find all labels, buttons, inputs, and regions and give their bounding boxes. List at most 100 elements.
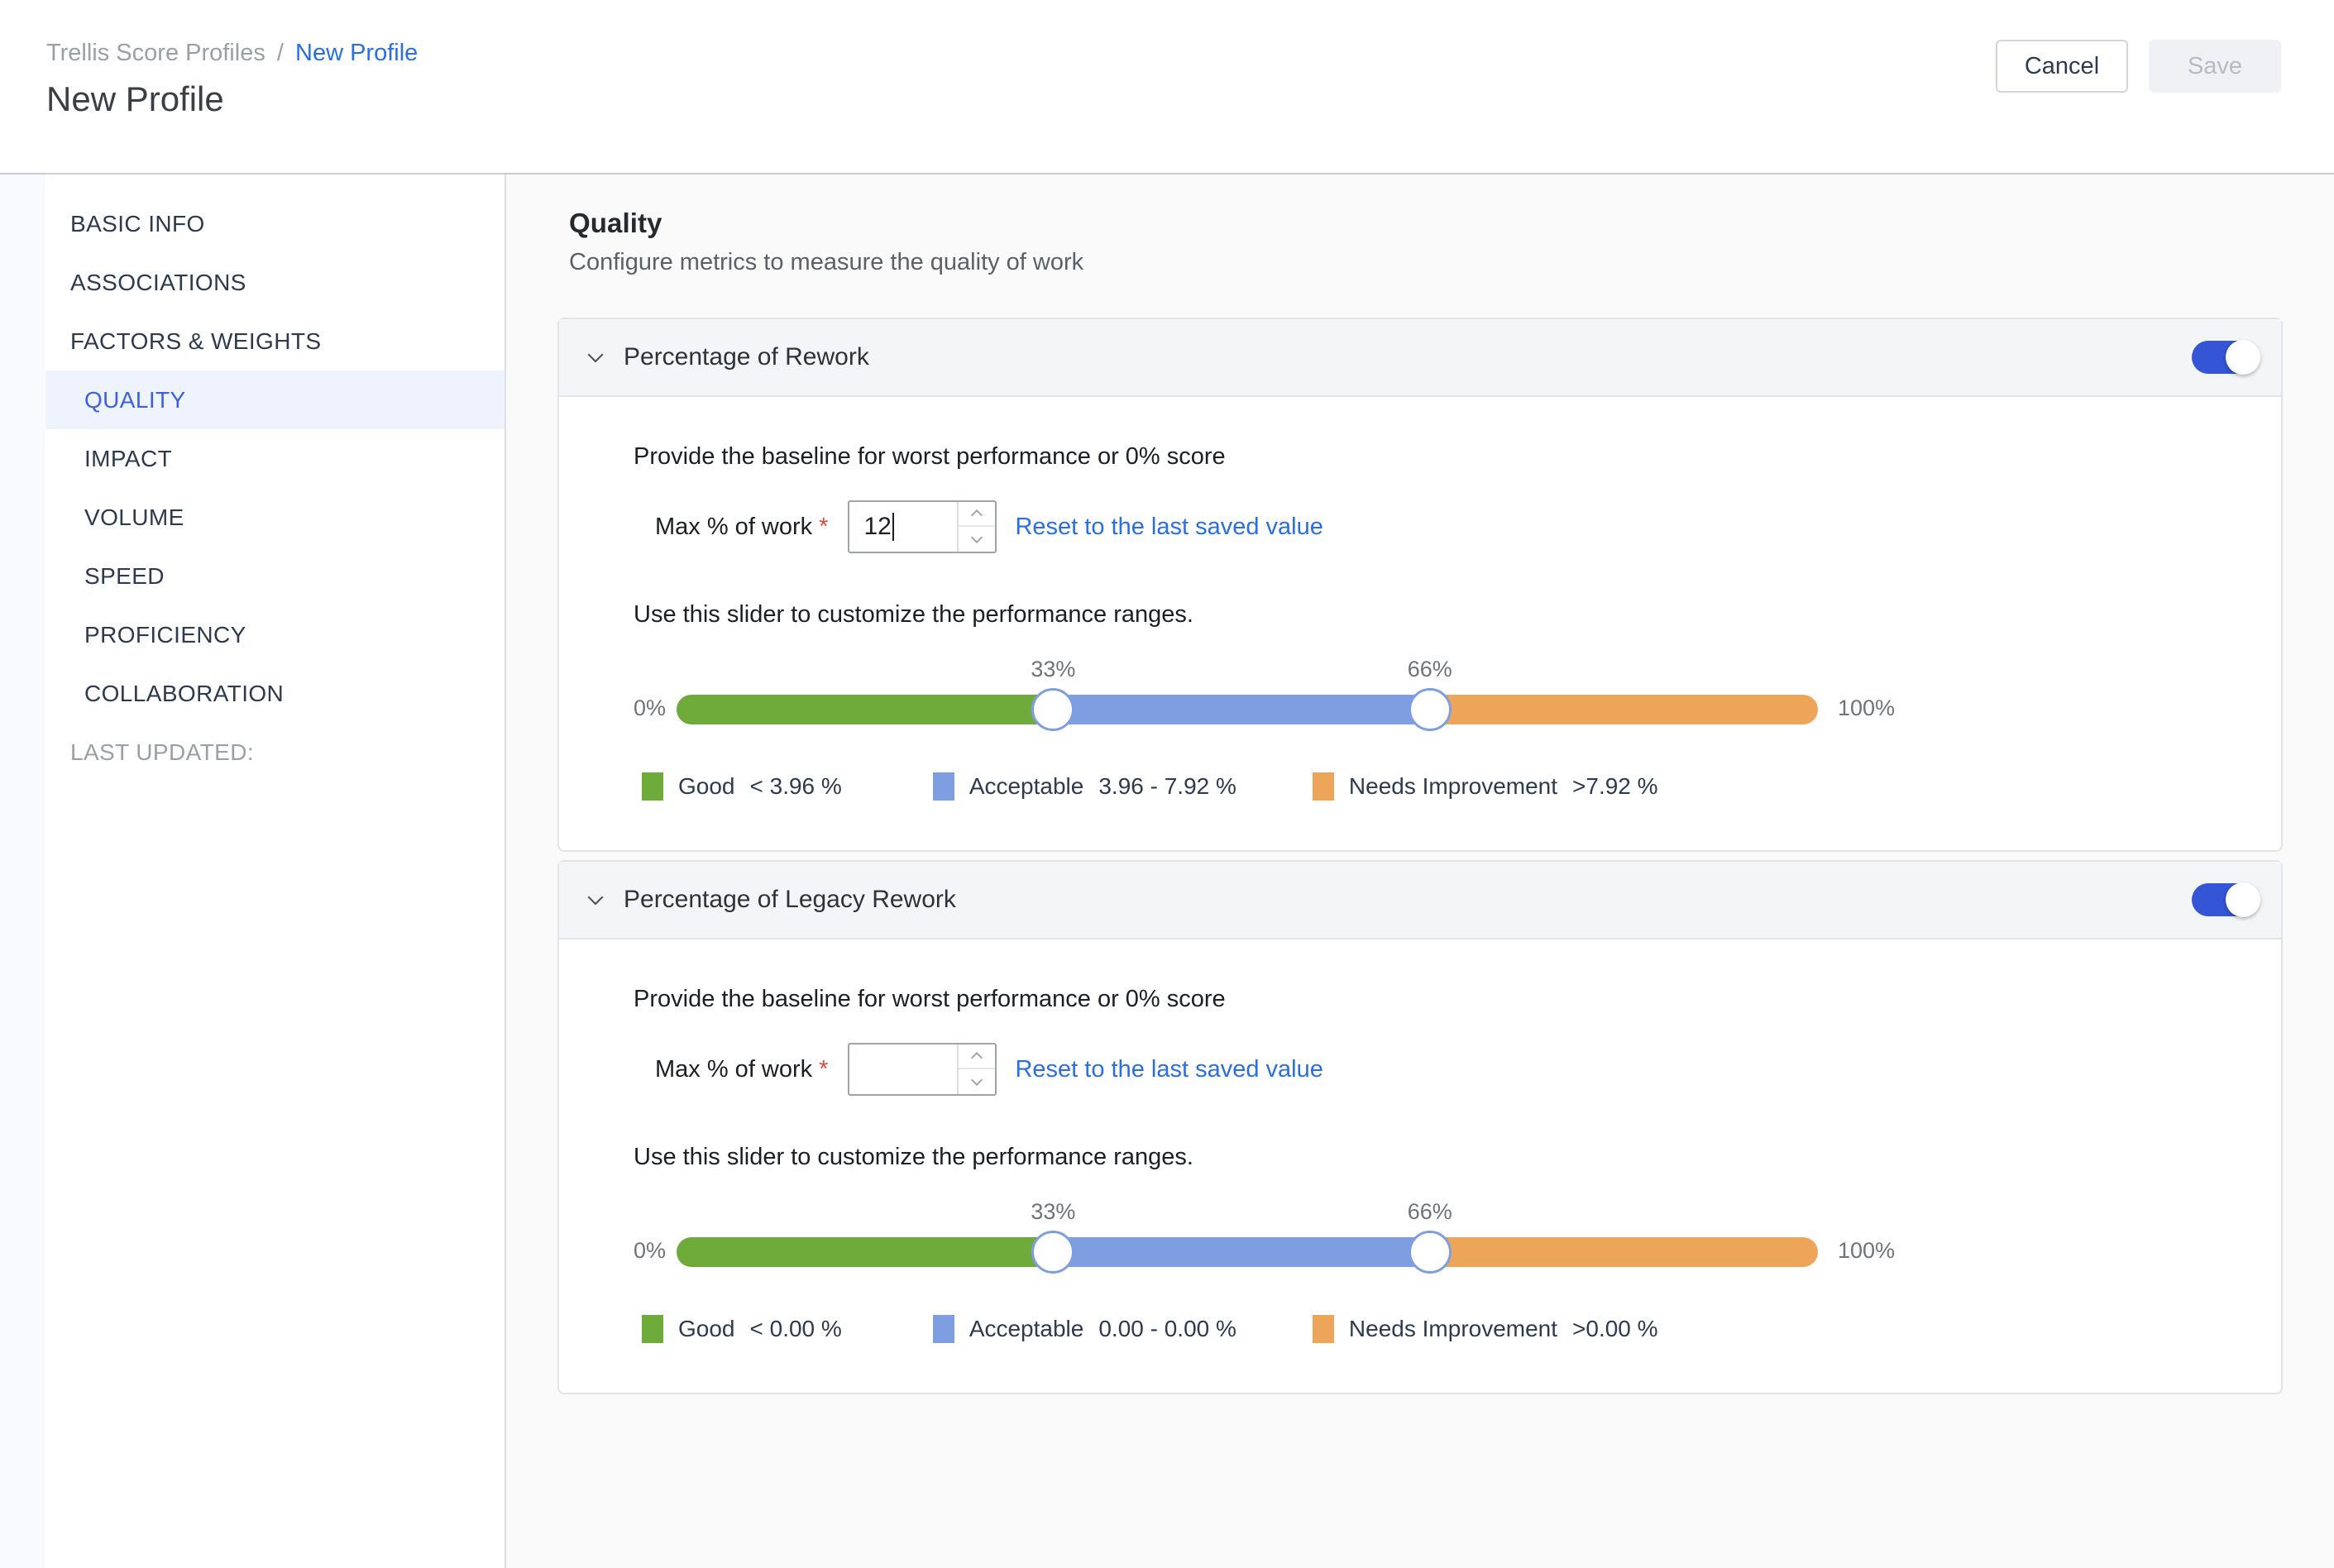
legend-range-good: < 3.96 % <box>749 773 842 799</box>
slider-handle-upper[interactable] <box>1408 1231 1452 1274</box>
breadcrumb-current-link[interactable]: New Profile <box>295 40 418 66</box>
slider-legend: Good < 0.00 % Acceptable 0.00 - 0.00 % N… <box>634 1315 2281 1343</box>
legend-swatch-good <box>642 772 663 801</box>
slider-min-label: 0% <box>634 1238 667 1263</box>
legend-item: Acceptable 0.00 - 0.00 % <box>932 1315 1236 1343</box>
metric-enable-toggle[interactable] <box>2192 340 2260 375</box>
slider-handle-lower-label: 33% <box>1031 657 1076 681</box>
slider-instruction: Use this slider to customize the perform… <box>634 1144 1193 1170</box>
left-rail <box>0 174 45 1568</box>
max-percent-input[interactable] <box>848 1043 997 1096</box>
slider-segment-good <box>677 695 1054 724</box>
sidebar-item-associations[interactable]: ASSOCIATIONS <box>70 269 246 295</box>
sidebar-item-impact[interactable]: IMPACT <box>84 445 173 471</box>
metric-card-header[interactable]: Percentage of Rework <box>559 319 2281 397</box>
max-percent-input-value[interactable]: 12 <box>849 502 957 552</box>
metric-card-title: Percentage of Rework <box>624 343 869 370</box>
max-percent-label-text: Max % of work <box>655 1055 813 1083</box>
metric-card-body: Provide the baseline for worst performan… <box>559 397 2281 850</box>
slider-max-label: 100% <box>1838 696 1896 720</box>
save-button: Save <box>2149 40 2281 93</box>
breadcrumb-root-link[interactable]: Trellis Score Profiles <box>46 40 265 66</box>
legend-swatch-good <box>642 1315 663 1343</box>
slider-instruction: Use this slider to customize the perform… <box>634 601 1193 628</box>
max-percent-label: Max % of work * <box>655 514 828 541</box>
metric-card-body: Provide the baseline for worst performan… <box>559 939 2281 1393</box>
slider-handle-lower-label: 33% <box>1031 1199 1076 1224</box>
sidebar-item-collaboration[interactable]: COLLABORATION <box>84 680 285 706</box>
legend-range-needs-improvement: >7.92 % <box>1572 773 1658 799</box>
slider-legend: Good < 3.96 % Acceptable 3.96 - 7.92 % N… <box>634 772 2281 801</box>
slider-handle-upper-label: 66% <box>1407 657 1452 681</box>
metric-enable-toggle[interactable] <box>2192 882 2260 917</box>
reset-to-last-saved-link[interactable]: Reset to the last saved value <box>1015 1055 1323 1083</box>
max-percent-input[interactable]: 12 <box>848 500 997 553</box>
legend-label-good: Good <box>678 1316 735 1341</box>
legend-swatch-acceptable <box>932 772 954 801</box>
slider-segment-acceptable <box>1053 695 1430 724</box>
sidebar-item-factors-weights[interactable]: FACTORS & WEIGHTS <box>70 327 322 354</box>
legend-label-needs-improvement: Needs Improvement <box>1348 1316 1558 1341</box>
chevron-down-icon[interactable] <box>581 342 610 372</box>
slider-handle-upper[interactable] <box>1408 688 1452 731</box>
max-percent-stepper[interactable] <box>957 502 996 552</box>
max-percent-input-value[interactable] <box>849 1045 957 1094</box>
max-percent-stepper[interactable] <box>957 1045 996 1094</box>
toggle-knob <box>2226 882 2260 917</box>
sidebar-item-speed[interactable]: SPEED <box>84 562 165 589</box>
breadcrumb-separator: / <box>276 40 284 66</box>
reset-to-last-saved-link[interactable]: Reset to the last saved value <box>1015 513 1323 540</box>
legend-swatch-needs-improvement <box>1312 772 1334 801</box>
chevron-up-icon[interactable] <box>959 1045 996 1069</box>
max-percent-label: Max % of work * <box>655 1056 828 1083</box>
slider-handle-upper-label: 66% <box>1407 1199 1452 1224</box>
cancel-button[interactable]: Cancel <box>1996 40 2128 93</box>
legend-item: Needs Improvement >0.00 % <box>1312 1315 1658 1343</box>
chevron-up-icon[interactable] <box>959 502 996 527</box>
max-percent-field-row: Max % of work * 12 Reset t <box>655 500 2281 553</box>
slider-track[interactable] <box>677 695 1818 724</box>
page-body: BASIC INFO ASSOCIATIONS FACTORS & WEIGHT… <box>0 174 2334 1568</box>
slider-max-label: 100% <box>1838 1238 1896 1263</box>
header-actions: Cancel Save <box>1996 40 2281 93</box>
breadcrumb: Trellis Score Profiles / New Profile <box>46 39 418 67</box>
max-percent-label-text: Max % of work <box>655 513 813 540</box>
legend-item: Acceptable 3.96 - 7.92 % <box>932 772 1236 801</box>
legend-range-needs-improvement: >0.00 % <box>1572 1316 1658 1341</box>
required-asterisk: * <box>819 1055 829 1083</box>
toggle-knob <box>2226 340 2260 375</box>
metric-card-title: Percentage of Legacy Rework <box>624 886 956 913</box>
baseline-instruction: Provide the baseline for worst performan… <box>634 443 1226 470</box>
slider-handle-lower[interactable] <box>1031 688 1075 731</box>
legend-range-acceptable: 3.96 - 7.92 % <box>1098 773 1236 799</box>
chevron-down-icon[interactable] <box>959 1069 995 1094</box>
slider-handle-lower[interactable] <box>1031 1231 1075 1274</box>
slider-track[interactable] <box>677 1237 1818 1267</box>
slider-segment-acceptable <box>1053 1237 1430 1267</box>
legend-range-good: < 0.00 % <box>749 1316 842 1341</box>
slider-segment-needs-improvement <box>1429 1237 1818 1267</box>
legend-swatch-acceptable <box>932 1315 954 1343</box>
required-asterisk: * <box>819 513 829 540</box>
sidebar-item-proficiency[interactable]: PROFICIENCY <box>84 621 246 648</box>
sidebar-item-volume[interactable]: VOLUME <box>84 504 184 530</box>
legend-label-good: Good <box>678 773 735 799</box>
legend-label-acceptable: Acceptable <box>969 1316 1084 1341</box>
performance-range-slider[interactable]: 0% 100% 33% 66% <box>634 657 1932 736</box>
metric-card: Percentage of Legacy Rework Provide the … <box>557 860 2283 1394</box>
legend-swatch-needs-improvement <box>1312 1315 1334 1343</box>
legend-item: Needs Improvement >7.92 % <box>1312 772 1658 801</box>
chevron-down-icon[interactable] <box>959 527 995 552</box>
legend-range-acceptable: 0.00 - 0.00 % <box>1098 1316 1236 1341</box>
app-header: Trellis Score Profiles / New Profile New… <box>0 0 2334 174</box>
metric-card-header[interactable]: Percentage of Legacy Rework <box>559 862 2281 939</box>
performance-range-slider[interactable]: 0% 100% 33% 66% <box>634 1199 1932 1279</box>
chevron-down-icon[interactable] <box>581 885 610 915</box>
sidebar-item-quality[interactable]: QUALITY <box>45 370 505 429</box>
slider-segment-good <box>677 1237 1054 1267</box>
page-title: New Profile <box>46 79 224 118</box>
sidebar-item-basic-info[interactable]: BASIC INFO <box>70 210 205 237</box>
slider-segment-needs-improvement <box>1429 695 1818 724</box>
section-subtitle: Configure metrics to measure the quality… <box>569 249 1084 275</box>
section-title: Quality <box>569 208 662 238</box>
